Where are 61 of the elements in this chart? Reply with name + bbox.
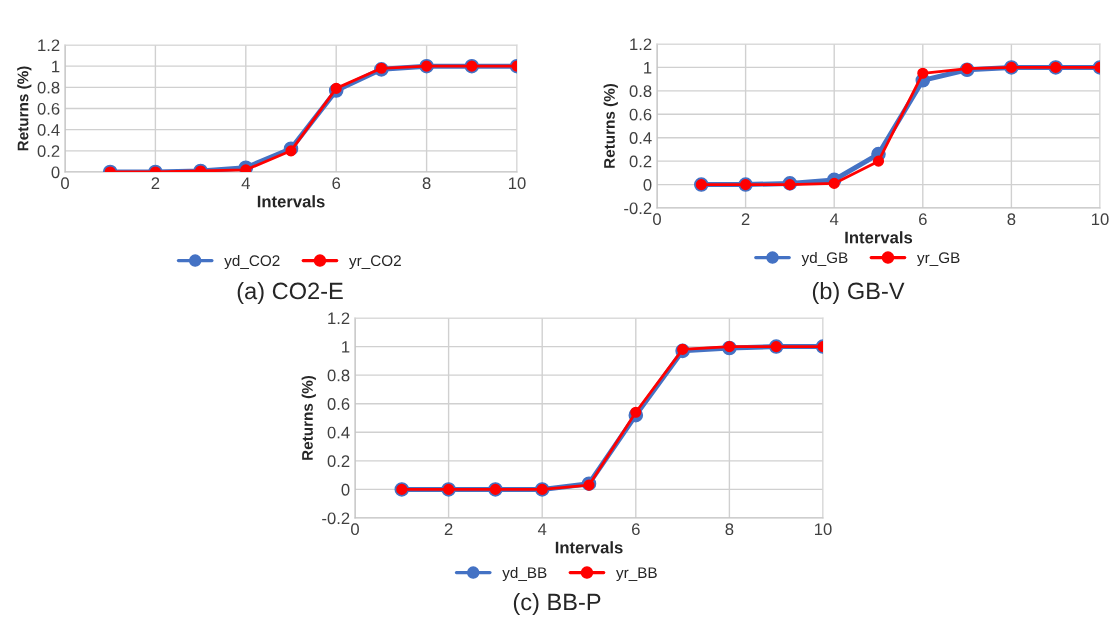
legend-label: yd_CO2: [224, 254, 280, 270]
point: [630, 406, 642, 418]
y-tick-label: 1: [342, 341, 350, 353]
x-axis-title: Intervals: [845, 231, 913, 244]
text: (a) CO2-E: [237, 282, 343, 304]
y-axis-title: Returns (%): [603, 83, 618, 168]
x-tick-label: 10: [815, 523, 832, 536]
legend-label: yr_CO2: [349, 255, 401, 270]
y-tick-label: 0.4: [629, 132, 652, 144]
x-tick-label: 8: [1007, 213, 1016, 226]
x-tick-label: 0: [61, 177, 69, 190]
text: (c) BB-P: [513, 592, 601, 615]
x-tick-label: 4: [829, 213, 839, 225]
y-axis-title: Returns (%): [17, 66, 32, 151]
y-tick-label: 0.6: [629, 108, 652, 121]
point: [330, 82, 342, 94]
y-tick-label: 0.4: [327, 426, 350, 439]
y-tick-label: 0.8: [629, 85, 652, 98]
legend-label: yr_BB: [616, 567, 657, 582]
x-tick-label: 2: [151, 177, 160, 189]
x-tick-label: 8: [422, 177, 431, 190]
x-tick-label: 4: [537, 523, 547, 535]
y-tick-label: 0.2: [629, 155, 652, 168]
y-tick-label: 0: [51, 166, 60, 179]
x-tick-label: 6: [632, 523, 640, 536]
y-tick-label: 0: [341, 483, 350, 496]
x-axis-title: Intervals: [555, 541, 623, 554]
x-tick-label: 0: [351, 523, 359, 536]
y-tick-label: 1.2: [38, 39, 60, 52]
y-tick-label: 1: [52, 60, 60, 73]
x-tick-label: 6: [332, 177, 341, 190]
text: (b) GB-V: [812, 282, 905, 304]
x-tick-label: 8: [725, 523, 734, 536]
x-tick-label: 10: [1092, 213, 1109, 226]
x-tick-label: 4: [241, 177, 250, 189]
y-tick-label: -0.2: [322, 512, 350, 525]
legend-label: yd_BB: [502, 566, 547, 582]
point: [917, 67, 929, 79]
x-tick-label: 0: [653, 213, 661, 226]
x-tick-label: 2: [741, 213, 750, 225]
y-tick-label: 0.6: [37, 102, 60, 115]
point: [677, 343, 689, 355]
x-axis-title: Intervals: [257, 195, 325, 208]
y-tick-label: 0.8: [327, 369, 350, 382]
y-tick-label: -0.2: [624, 202, 652, 215]
point: [872, 155, 885, 167]
x-tick-label: 2: [444, 523, 453, 535]
legend-label: yd_GB: [801, 251, 848, 267]
y-tick-label: 0.2: [37, 145, 60, 158]
y-tick-label: 0.6: [327, 398, 350, 410]
y-tick-label: 0.8: [37, 81, 60, 94]
y-tick-label: 0.2: [327, 455, 350, 468]
legend-label: yr_GB: [917, 252, 960, 267]
x-tick-label: 10: [509, 177, 526, 190]
x-tick-label: 6: [919, 213, 927, 226]
point: [828, 177, 840, 189]
y-tick-label: 1.2: [328, 312, 350, 325]
y-tick-label: 1.2: [630, 38, 652, 51]
y-tick-label: 0.4: [37, 124, 60, 136]
y-tick-label: 1: [644, 62, 652, 74]
y-axis-title: Returns (%): [301, 375, 316, 460]
